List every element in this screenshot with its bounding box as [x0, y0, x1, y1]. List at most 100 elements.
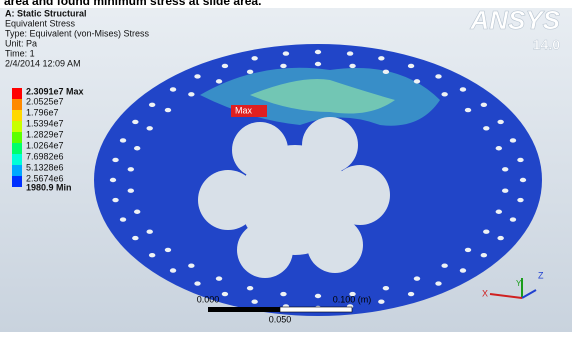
- legend-swatch: [12, 88, 22, 99]
- scale-mid: 0.050: [269, 314, 292, 324]
- caption: area and found minimum stress at slide a…: [4, 0, 261, 8]
- legend-level: 2.0525e7: [26, 96, 64, 106]
- bolt-hole: [483, 230, 489, 234]
- header-result: Equivalent Stress: [5, 18, 76, 28]
- scale-start: 0.000: [197, 294, 220, 304]
- bolt-hole: [128, 189, 134, 193]
- bolt-hole: [378, 56, 384, 60]
- bolt-hole: [465, 108, 471, 112]
- legend-max: 2.3091e7 Max: [26, 86, 84, 96]
- bolt-hole: [280, 292, 286, 296]
- bolt-hole: [435, 74, 441, 78]
- legend-swatch: [12, 154, 22, 165]
- bolt-hole: [280, 64, 286, 68]
- bolt-hole: [441, 92, 447, 96]
- bolt-hole: [149, 103, 155, 107]
- header-title: A: Static Structural: [5, 8, 87, 18]
- legend-swatch: [12, 121, 22, 132]
- bolt-hole: [383, 286, 389, 290]
- legend-swatch: [12, 99, 22, 110]
- bolt-hole: [465, 248, 471, 252]
- bolt-hole: [128, 167, 134, 171]
- bolt-hole: [497, 236, 503, 240]
- bolt-hole: [517, 198, 523, 202]
- bolt-hole: [481, 103, 487, 107]
- header-unit: Unit: Pa: [5, 38, 37, 48]
- bolt-hole: [460, 87, 466, 91]
- bolt-hole: [315, 62, 321, 66]
- header-time: Time: 1: [5, 48, 35, 58]
- logo: ANSYS: [469, 5, 560, 35]
- screenshot: area and found minimum stress at slide a…: [0, 0, 572, 332]
- bolt-hole: [283, 51, 289, 55]
- bolt-hole: [147, 126, 153, 130]
- bolt-hole: [251, 300, 257, 304]
- bolt-hole: [120, 217, 126, 221]
- legend-swatch: [12, 176, 22, 187]
- legend-swatch: [12, 165, 22, 176]
- triad-y: Y: [516, 279, 522, 288]
- bolt-hole: [112, 158, 118, 162]
- bolt-hole: [222, 64, 228, 68]
- bolt-hole: [496, 146, 502, 150]
- legend-level: 1.796e7: [26, 107, 59, 117]
- bolt-hole: [216, 276, 222, 280]
- bolt-hole: [483, 126, 489, 130]
- bolt-hole: [170, 268, 176, 272]
- bolt-hole: [349, 64, 355, 68]
- bolt-hole: [441, 264, 447, 268]
- legend-level: 1.5394e7: [26, 118, 64, 128]
- bolt-hole: [194, 74, 200, 78]
- scale-end: 0.100 (m): [333, 294, 372, 304]
- header-type: Type: Equivalent (von-Mises) Stress: [5, 28, 150, 38]
- bolt-hole: [112, 198, 118, 202]
- bolt-hole: [165, 248, 171, 252]
- bolt-hole: [216, 79, 222, 83]
- legend-level: 7.6982e6: [26, 151, 64, 161]
- bolt-hole: [460, 268, 466, 272]
- legend-swatch: [12, 132, 22, 143]
- max-label: Max: [235, 105, 253, 115]
- bolt-hole: [414, 79, 420, 83]
- legend-swatch: [12, 143, 22, 154]
- legend-level: 5.1328e6: [26, 162, 64, 172]
- bolt-hole: [510, 217, 516, 221]
- bolt-hole: [315, 294, 321, 298]
- bolt-hole: [147, 230, 153, 234]
- bolt-hole: [134, 210, 140, 214]
- bolt-hole: [517, 158, 523, 162]
- bolt-hole: [481, 253, 487, 257]
- bolt-hole: [170, 87, 176, 91]
- bolt-hole: [497, 120, 503, 124]
- bolt-hole: [520, 178, 526, 182]
- bolt-hole: [347, 51, 353, 55]
- bolt-hole: [502, 189, 508, 193]
- bolt-hole: [315, 50, 321, 54]
- disc: [94, 44, 542, 316]
- legend-min: 1980.9 Min: [26, 182, 72, 192]
- bolt-hole: [222, 292, 228, 296]
- bolt-hole: [188, 92, 194, 96]
- bolt-hole: [149, 253, 155, 257]
- bolt-hole: [414, 276, 420, 280]
- bolt-hole: [408, 64, 414, 68]
- legend-level: 1.0264e7: [26, 140, 64, 150]
- bolt-hole: [134, 146, 140, 150]
- bolt-hole: [510, 138, 516, 142]
- bolt-hole: [120, 138, 126, 142]
- legend-level: 1.2829e7: [26, 129, 64, 139]
- bolt-hole: [247, 70, 253, 74]
- bolt-hole: [110, 178, 116, 182]
- legend-level: 2.5674e6: [26, 173, 64, 183]
- bolt-hole: [408, 292, 414, 296]
- bolt-hole: [435, 281, 441, 285]
- bolt-hole: [188, 264, 194, 268]
- legend-swatch: [12, 110, 22, 121]
- bolt-hole: [496, 210, 502, 214]
- triad-x: X: [482, 288, 488, 298]
- bolt-hole: [378, 300, 384, 304]
- bolt-hole: [132, 236, 138, 240]
- bolt-hole: [383, 70, 389, 74]
- bolt-hole: [251, 56, 257, 60]
- bolt-hole: [502, 167, 508, 171]
